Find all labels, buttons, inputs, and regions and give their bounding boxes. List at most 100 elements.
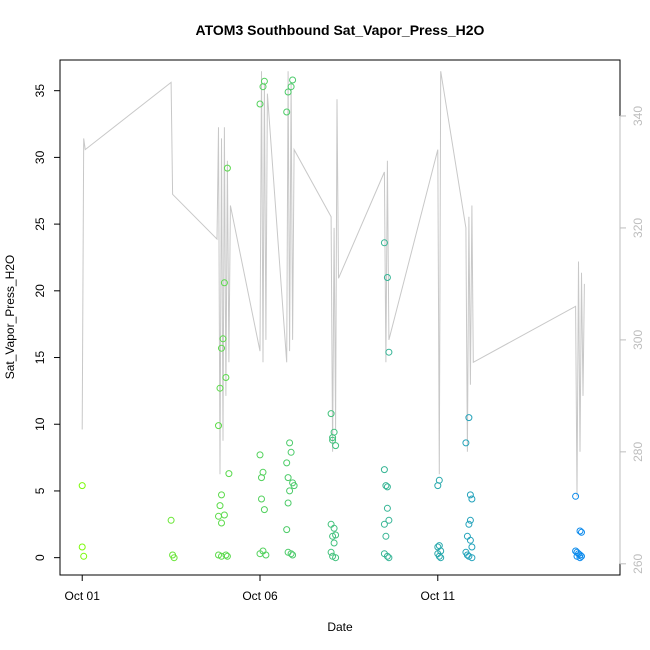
- y-tick-label: 35: [33, 84, 47, 98]
- points-layer: [78, 76, 585, 562]
- y-tick-label: 30: [33, 150, 47, 164]
- data-point: [380, 466, 388, 474]
- y2-tick-label: 280: [631, 442, 645, 462]
- chart-title: ATOM3 Southbound Sat_Vapor_Press_H2O: [196, 22, 485, 38]
- data-point: [218, 344, 225, 352]
- data-point: [223, 164, 231, 172]
- x-tick-label: Oct 01: [65, 589, 101, 603]
- data-point: [383, 552, 391, 560]
- data-point: [259, 468, 267, 476]
- data-point: [220, 511, 228, 519]
- data-point: [218, 491, 225, 499]
- data-point: [260, 77, 268, 85]
- data-point: [383, 274, 391, 281]
- data-point: [289, 551, 297, 559]
- y-tick-label: 20: [33, 284, 47, 298]
- data-point: [260, 506, 268, 514]
- y-axis: 0 5 10 15 20 25 30 35: [33, 84, 61, 561]
- data-point: [383, 483, 391, 491]
- data-point: [332, 442, 340, 450]
- data-point: [262, 551, 270, 559]
- y2-tick-label: 320: [631, 218, 645, 238]
- data-point: [290, 482, 298, 490]
- data-point: [222, 551, 230, 559]
- data-point: [385, 348, 393, 356]
- data-point: [284, 88, 292, 96]
- data-point: [287, 550, 295, 558]
- y2-tick-label: 260: [631, 553, 645, 573]
- data-point: [78, 543, 86, 551]
- data-point: [465, 414, 473, 422]
- data-point: [329, 434, 337, 442]
- data-point: [468, 495, 476, 503]
- data-point: [380, 239, 388, 247]
- data-point: [218, 519, 225, 527]
- y-tick-label: 15: [33, 351, 47, 365]
- y-tick-label: 5: [33, 487, 47, 494]
- y-tick-label: 25: [33, 217, 47, 231]
- x-axis: Oct 01 Oct 06 Oct 11: [65, 574, 456, 603]
- data-point: [462, 439, 470, 447]
- data-point: [466, 536, 474, 544]
- data-point: [437, 554, 445, 562]
- data-point: [223, 552, 231, 560]
- data-point: [385, 516, 393, 524]
- data-point: [466, 491, 474, 499]
- data-point: [283, 526, 291, 534]
- data-point: [576, 554, 584, 562]
- data-point: [222, 374, 230, 381]
- data-point: [572, 492, 580, 500]
- data-point: [284, 474, 292, 482]
- data-point: [216, 384, 224, 392]
- data-point: [286, 439, 294, 447]
- plot-frame: [59, 59, 621, 576]
- y-tick-label: 10: [33, 417, 47, 431]
- data-point: [283, 108, 291, 116]
- data-point: [329, 436, 337, 444]
- data-point: [327, 520, 335, 528]
- data-point: [382, 532, 390, 540]
- data-point: [215, 512, 222, 520]
- data-point: [78, 482, 86, 490]
- data-point: [286, 487, 294, 495]
- data-point: [287, 448, 295, 456]
- data-point: [215, 422, 222, 430]
- y2-axis: 260 280 300 320 340: [619, 106, 645, 574]
- data-point: [576, 527, 584, 535]
- x-tick-label: Oct 11: [421, 589, 456, 603]
- data-point: [80, 552, 88, 560]
- trace-layer: [81, 71, 585, 497]
- data-point: [216, 502, 224, 510]
- x-tick-label: Oct 06: [242, 589, 278, 603]
- data-point: [220, 279, 228, 287]
- data-point: [435, 476, 443, 484]
- data-point: [380, 520, 388, 528]
- data-point: [465, 520, 473, 528]
- data-point: [578, 552, 585, 560]
- data-point: [256, 100, 264, 108]
- y-axis-label: Sat_Vapor_Press_H2O: [3, 255, 17, 380]
- data-point: [463, 532, 471, 540]
- data-point: [283, 459, 291, 467]
- data-point: [332, 554, 340, 562]
- data-point: [219, 335, 227, 343]
- data-point: [332, 531, 340, 539]
- data-point: [284, 499, 292, 507]
- y2-tick-label: 300: [631, 330, 645, 350]
- x-axis-label: Date: [327, 620, 353, 634]
- data-point: [256, 451, 264, 459]
- data-point: [225, 470, 233, 478]
- data-point: [330, 539, 338, 547]
- data-point: [468, 554, 476, 562]
- data-point: [167, 516, 175, 524]
- data-point: [327, 410, 335, 418]
- data-point: [289, 76, 297, 84]
- y-tick-label: 0: [33, 554, 47, 561]
- data-point: [330, 524, 338, 532]
- data-point: [383, 504, 391, 512]
- data-point: [466, 516, 474, 524]
- trace-line: [81, 71, 585, 497]
- data-point: [578, 528, 585, 536]
- data-point: [435, 552, 443, 560]
